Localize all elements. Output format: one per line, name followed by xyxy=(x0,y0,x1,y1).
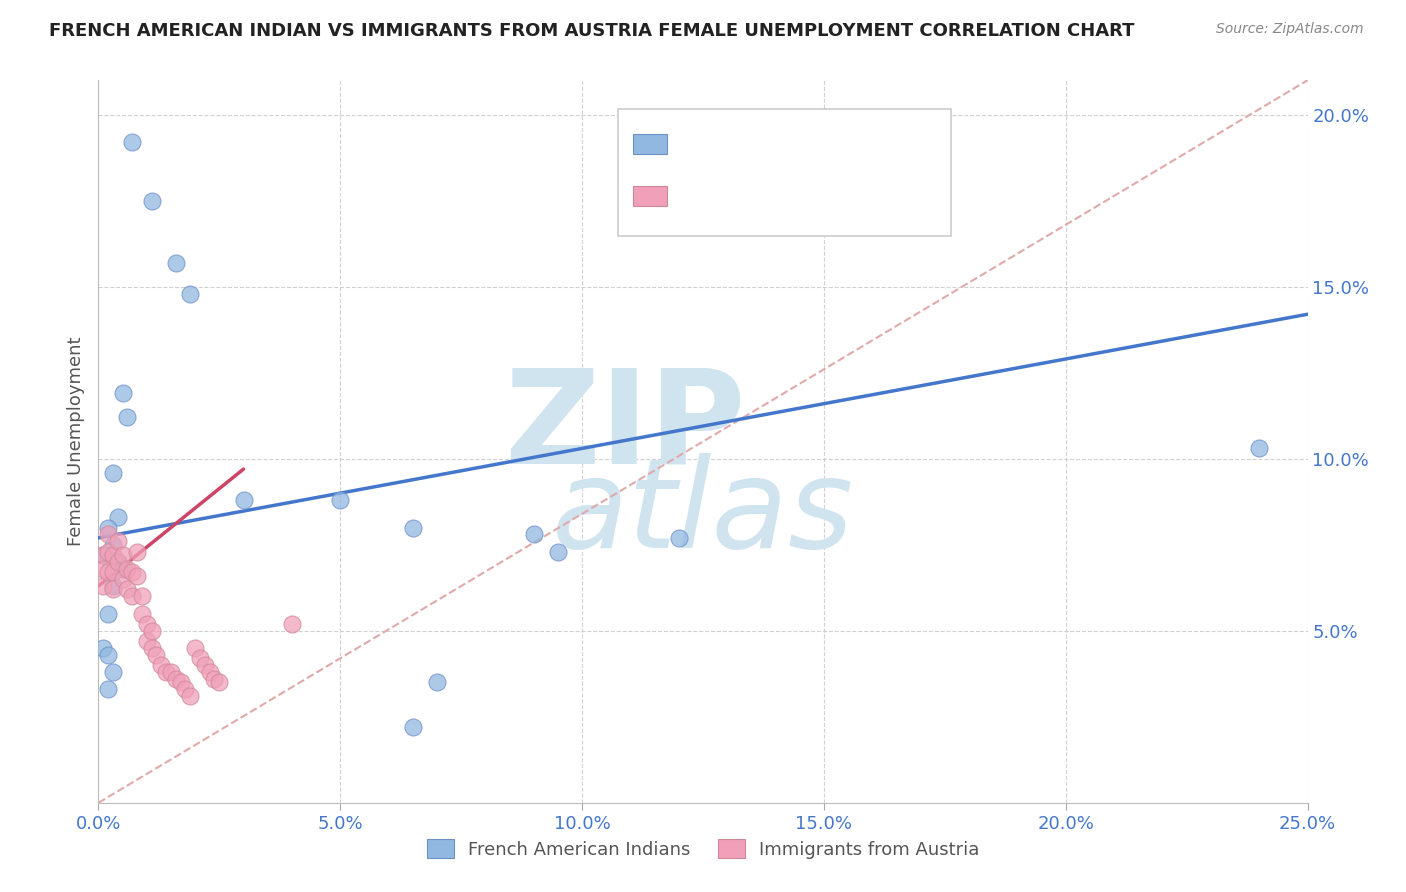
Point xyxy=(198,665,221,679)
Point xyxy=(97,682,120,697)
Point xyxy=(165,255,187,269)
Text: Source: ZipAtlas.com: Source: ZipAtlas.com xyxy=(1216,22,1364,37)
Legend: French American Indians, Immigrants from Austria: French American Indians, Immigrants from… xyxy=(419,832,987,866)
Point xyxy=(101,538,124,552)
Point xyxy=(111,548,134,562)
Point xyxy=(101,579,124,593)
Point xyxy=(141,624,163,638)
Point xyxy=(141,194,163,208)
Point xyxy=(668,531,690,545)
Point xyxy=(141,640,163,655)
Point xyxy=(97,544,120,558)
Point xyxy=(111,572,134,586)
Point xyxy=(91,640,114,655)
Point xyxy=(194,658,217,673)
Point xyxy=(97,607,120,621)
Y-axis label: Female Unemployment: Female Unemployment xyxy=(66,337,84,546)
Point xyxy=(117,410,139,425)
Point xyxy=(91,548,114,562)
Point xyxy=(111,386,134,401)
Point xyxy=(204,672,226,686)
Text: N = 28: N = 28 xyxy=(830,135,897,153)
Point xyxy=(97,520,120,534)
Text: FRENCH AMERICAN INDIAN VS IMMIGRANTS FROM AUSTRIA FEMALE UNEMPLOYMENT CORRELATIO: FRENCH AMERICAN INDIAN VS IMMIGRANTS FRO… xyxy=(49,22,1135,40)
FancyBboxPatch shape xyxy=(619,109,950,235)
Text: ZIP: ZIP xyxy=(503,364,745,491)
Point xyxy=(127,568,149,582)
Point xyxy=(547,544,569,558)
Text: atlas: atlas xyxy=(553,453,853,574)
Point xyxy=(91,579,114,593)
Point xyxy=(121,135,143,149)
Point xyxy=(101,665,124,679)
Point xyxy=(101,566,124,580)
Point xyxy=(169,675,191,690)
Point xyxy=(160,665,183,679)
Point xyxy=(179,689,201,703)
Point xyxy=(1249,442,1271,456)
Point xyxy=(145,648,167,662)
Point xyxy=(188,651,211,665)
Point xyxy=(97,527,120,541)
Point xyxy=(101,548,124,562)
Point xyxy=(165,672,187,686)
Point xyxy=(117,562,139,576)
FancyBboxPatch shape xyxy=(633,186,666,206)
Point xyxy=(107,510,129,524)
Point xyxy=(135,616,157,631)
Point xyxy=(121,566,143,580)
Point xyxy=(179,286,201,301)
Point xyxy=(135,634,157,648)
Point xyxy=(281,616,304,631)
Point xyxy=(127,544,149,558)
Point xyxy=(184,640,207,655)
Text: R = 0.236: R = 0.236 xyxy=(689,135,786,153)
Point xyxy=(523,527,546,541)
Point xyxy=(121,590,143,604)
Point xyxy=(111,562,134,576)
Point xyxy=(101,466,124,480)
Point xyxy=(208,675,231,690)
Point xyxy=(117,582,139,597)
Point xyxy=(150,658,173,673)
Point xyxy=(97,566,120,580)
Point xyxy=(97,648,120,662)
Text: N = 40: N = 40 xyxy=(830,187,897,205)
Point xyxy=(107,534,129,549)
Point xyxy=(107,555,129,569)
Point xyxy=(91,548,114,562)
Point xyxy=(426,675,449,690)
Point xyxy=(131,590,153,604)
Point xyxy=(402,520,425,534)
Point xyxy=(91,562,114,576)
Point xyxy=(155,665,177,679)
Point xyxy=(329,493,352,508)
Text: R = 0.418: R = 0.418 xyxy=(689,187,787,205)
Point xyxy=(101,582,124,597)
FancyBboxPatch shape xyxy=(633,134,666,154)
Point xyxy=(232,493,254,508)
Point xyxy=(174,682,197,697)
Point xyxy=(131,607,153,621)
Point xyxy=(107,555,129,569)
Point xyxy=(402,720,425,734)
